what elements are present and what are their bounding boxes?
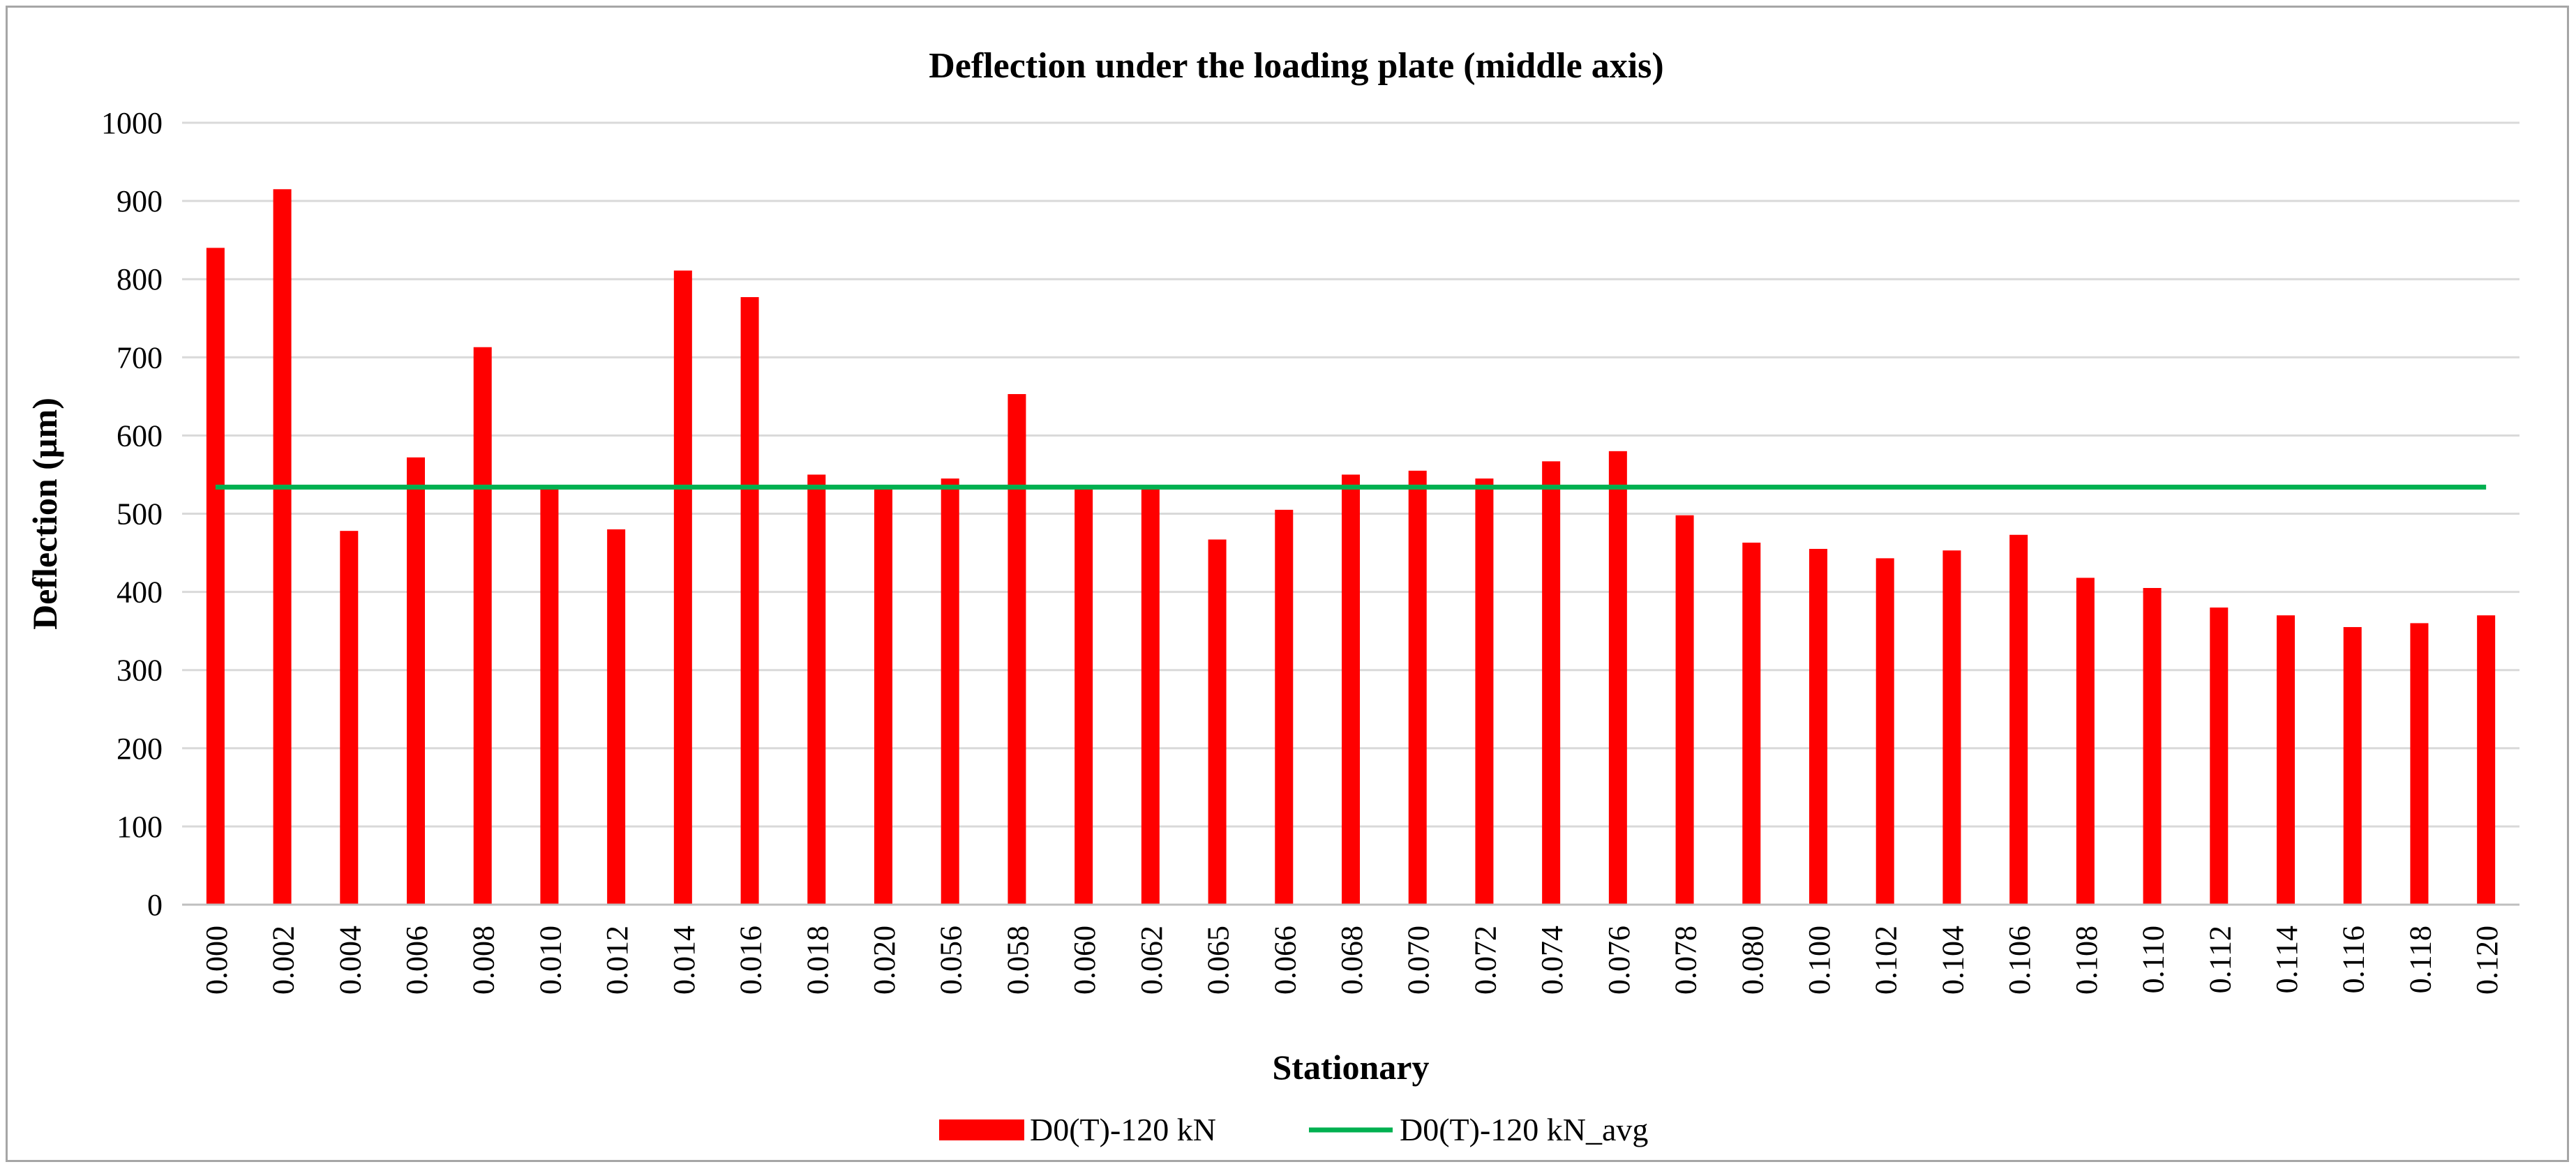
bar xyxy=(740,296,759,905)
x-tick-label: 0.008 xyxy=(467,926,501,995)
bar xyxy=(2210,608,2229,905)
bar xyxy=(1809,548,1827,905)
bar xyxy=(1542,461,1561,905)
chart-canvas: Deflection under the loading plate (midd… xyxy=(25,46,2519,1147)
x-tick-label: 0.116 xyxy=(2337,926,2371,993)
x-tick-label: 0.110 xyxy=(2136,926,2171,993)
x-tick-label: 0.010 xyxy=(533,926,567,995)
x-tick-label: 0.106 xyxy=(2002,926,2037,995)
bar xyxy=(2277,615,2295,905)
x-tick-label: 0.002 xyxy=(267,926,301,995)
x-tick-label: 0.118 xyxy=(2403,926,2437,993)
x-tick-label: 0.004 xyxy=(333,926,367,995)
x-axis-ticks: 0.000 0.002 0.004 0.006 0.008 0.010 0.012 0.014… xyxy=(200,926,2504,995)
bar xyxy=(2477,615,2496,905)
bar xyxy=(540,488,559,905)
x-tick-label: 0.000 xyxy=(200,926,234,995)
bar xyxy=(1942,550,1961,905)
legend-bar-label: D0(T)-120 kN xyxy=(1030,1112,1216,1147)
bar xyxy=(1608,451,1627,905)
bar xyxy=(1342,474,1360,905)
bar xyxy=(1875,558,1894,905)
bar xyxy=(1475,478,1494,905)
x-tick-label: 0.100 xyxy=(1802,926,1836,995)
x-tick-label: 0.072 xyxy=(1468,926,1502,995)
bar xyxy=(607,529,626,905)
bar xyxy=(1675,515,1694,905)
y-tick-label: 300 xyxy=(117,654,163,688)
bar xyxy=(1275,509,1294,905)
bar xyxy=(1408,470,1427,905)
x-tick-label: 0.056 xyxy=(934,926,968,995)
bar xyxy=(673,270,692,905)
x-tick-label: 0.066 xyxy=(1268,926,1302,995)
y-tick-label: 600 xyxy=(117,418,163,453)
x-tick-label: 0.120 xyxy=(2470,926,2504,995)
x-tick-label: 0.076 xyxy=(1602,926,1636,995)
x-tick-label: 0.078 xyxy=(1669,926,1703,995)
bar xyxy=(473,347,492,905)
bar xyxy=(407,457,425,905)
chart-title: Deflection under the loading plate (midd… xyxy=(929,46,1663,86)
bar xyxy=(807,474,826,905)
bar xyxy=(1208,539,1227,905)
bar xyxy=(2009,534,2028,905)
x-axis-title: Stationary xyxy=(1273,1048,1430,1087)
y-tick-label: 200 xyxy=(117,732,163,766)
y-axis-ticks: 0 100 200 300 400 500 600 700 800 900 1000 xyxy=(101,106,163,922)
x-tick-label: 0.070 xyxy=(1402,926,1436,995)
x-tick-label: 0.108 xyxy=(2069,926,2104,995)
bar xyxy=(941,478,959,905)
y-tick-label: 400 xyxy=(117,575,163,610)
bar xyxy=(1742,542,1761,905)
bar xyxy=(1141,488,1160,905)
bar xyxy=(206,248,225,905)
bar xyxy=(874,488,892,905)
bar xyxy=(273,189,292,905)
bar-series xyxy=(206,189,2496,905)
x-tick-label: 0.080 xyxy=(1735,926,1769,995)
x-tick-label: 0.065 xyxy=(1201,926,1236,995)
y-tick-label: 500 xyxy=(117,497,163,531)
x-tick-label: 0.112 xyxy=(2203,926,2237,993)
x-tick-label: 0.012 xyxy=(600,926,634,995)
chart-frame: Deflection under the loading plate (midd… xyxy=(6,6,2569,1162)
x-tick-label: 0.020 xyxy=(867,926,901,995)
legend-bar-swatch xyxy=(939,1119,1024,1140)
x-tick-label: 0.006 xyxy=(400,926,434,995)
bar xyxy=(2410,623,2429,905)
x-tick-label: 0.102 xyxy=(1869,926,1903,995)
x-tick-label: 0.104 xyxy=(1935,926,1970,995)
x-tick-label: 0.014 xyxy=(667,926,701,995)
bar xyxy=(1008,393,1026,905)
bar xyxy=(340,531,359,905)
bar xyxy=(2343,627,2362,905)
x-tick-label: 0.068 xyxy=(1335,926,1369,995)
x-tick-label: 0.060 xyxy=(1068,926,1102,995)
y-tick-label: 700 xyxy=(117,340,163,375)
y-tick-label: 100 xyxy=(117,810,163,844)
legend-line-label: D0(T)-120 kN_avg xyxy=(1400,1112,1648,1147)
legend: D0(T)-120 kN D0(T)-120 kN_avg xyxy=(939,1112,1648,1147)
x-tick-label: 0.016 xyxy=(734,926,768,995)
y-tick-label: 0 xyxy=(147,888,163,922)
x-tick-label: 0.062 xyxy=(1135,926,1169,995)
y-axis-title: Deflection (µm) xyxy=(25,398,64,630)
bar xyxy=(2143,587,2162,905)
y-tick-label: 900 xyxy=(117,184,163,218)
bar xyxy=(2076,578,2095,905)
x-tick-label: 0.058 xyxy=(1001,926,1035,995)
y-tick-label: 1000 xyxy=(101,106,163,140)
bar xyxy=(1074,488,1093,905)
x-tick-label: 0.074 xyxy=(1535,926,1569,995)
x-tick-label: 0.114 xyxy=(2270,926,2304,993)
x-tick-label: 0.018 xyxy=(800,926,834,995)
y-tick-label: 800 xyxy=(117,262,163,296)
